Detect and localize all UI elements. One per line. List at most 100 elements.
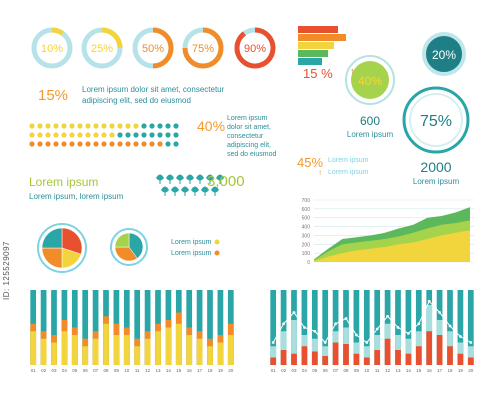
dot-0-7 xyxy=(85,123,91,129)
bars-left-bar-2-16 xyxy=(196,338,203,365)
bars-left-xtick-12: 13 xyxy=(155,368,161,373)
bars-right-xtick-18: 19 xyxy=(458,368,464,373)
bars-right-bar-2-1 xyxy=(280,350,287,365)
bars-right-bar-0-17 xyxy=(447,290,453,365)
bars-right-xtick-6: 07 xyxy=(333,368,339,373)
bars-right-bar-2-10 xyxy=(374,350,381,365)
bars-left-bar-2-7 xyxy=(103,323,109,365)
n600-number: 600 xyxy=(360,114,380,128)
bars-left-xtick-17: 18 xyxy=(207,368,213,373)
bars-left-xtick-7: 08 xyxy=(103,368,109,373)
leaf-icon-3 xyxy=(186,174,194,181)
dot-0-4 xyxy=(61,123,67,129)
bars-left-xtick-15: 16 xyxy=(187,368,193,373)
bars-right-bar-1-1 xyxy=(280,331,287,365)
bars-left-bar-2-3 xyxy=(61,331,68,365)
dot-0-11 xyxy=(117,123,123,129)
bars-left-xtick-9: 10 xyxy=(124,368,130,373)
stat-40-line-4: sed do eiusmod xyxy=(227,151,277,158)
circle-20-label: 20% xyxy=(432,48,456,62)
stair-bar-3 xyxy=(298,42,334,49)
bars-left-bar-0-6 xyxy=(92,290,99,365)
bars-right-bar-0-13 xyxy=(405,290,412,365)
bars-right-xtick-14: 15 xyxy=(416,368,422,373)
leaf-icon-8 xyxy=(171,186,179,193)
dot-1-18 xyxy=(173,132,179,138)
bars-right-xtick-11: 12 xyxy=(385,368,391,373)
bars-left-bar-2-10 xyxy=(134,346,141,365)
ring-arc-2 xyxy=(152,27,174,69)
bars-right-trend-point-8 xyxy=(355,333,358,337)
dot-2-5 xyxy=(69,141,75,147)
dot-0-15 xyxy=(149,123,155,129)
circle-40-label: 40% xyxy=(358,74,382,88)
bars-right-trend-point-13 xyxy=(407,332,410,335)
circle-75-ring xyxy=(402,86,470,154)
bars-right-bar-2-17 xyxy=(447,346,453,365)
bars-left-xtick-0: 01 xyxy=(31,368,37,373)
dot-2-16 xyxy=(157,141,163,147)
bars-right-bar-2-8 xyxy=(353,353,360,365)
dot-0-6 xyxy=(77,123,83,129)
pie-legend-2-dot xyxy=(214,250,220,256)
bars-right-xtick-16: 17 xyxy=(437,368,443,373)
bars-right-xtick-9: 10 xyxy=(364,368,370,373)
bars-right-trend-point-17 xyxy=(448,324,452,328)
circle-75-label: 75% xyxy=(420,113,452,130)
ring-label-4: 90% xyxy=(244,43,266,55)
stair-bar-4 xyxy=(298,50,328,57)
bars-left-bar-0-17 xyxy=(207,290,213,365)
stat-15-text-line2: adipiscing elit, sed do eiusmod xyxy=(82,96,191,105)
dot-2-15 xyxy=(149,141,155,147)
stair-bar-2 xyxy=(298,34,346,41)
dot-1-1 xyxy=(37,132,43,138)
dot-1-5 xyxy=(69,132,75,138)
dot-0-13 xyxy=(133,123,139,129)
bars-left-bar-2-5 xyxy=(82,346,89,365)
area-ytick-4: 400 xyxy=(302,225,311,231)
pie-legend-1-dot xyxy=(214,239,220,245)
bars-left-xtick-11: 12 xyxy=(145,368,151,373)
area-ytick-7: 700 xyxy=(302,198,311,204)
ring-arc-3 xyxy=(182,27,224,69)
bars-right-xtick-19: 20 xyxy=(468,368,474,373)
icons-count: 3,000 xyxy=(207,173,245,190)
dot-0-0 xyxy=(29,123,35,129)
bars-left-bar-2-4 xyxy=(71,335,78,365)
progress-rings: 10% 25% 50% 75% 90% xyxy=(31,27,276,69)
ring-arc-4 xyxy=(234,27,276,69)
leaf-icon-6 xyxy=(216,174,224,181)
bars-left-bar-2-12 xyxy=(155,331,161,365)
area-ytick-3: 300 xyxy=(302,233,311,239)
dot-1-0 xyxy=(29,132,35,138)
pie-small-slice-2 xyxy=(114,232,130,248)
bars-right-trend-point-12 xyxy=(396,326,400,329)
bars-right-bar-2-7 xyxy=(343,344,349,365)
stat-40-line-0: Lorem ipsum xyxy=(227,115,268,122)
bars-left-bar-0-11 xyxy=(144,290,151,365)
bars-right-trend-line xyxy=(272,300,472,344)
stat-40-line-3: adipiscing elit, xyxy=(227,142,271,149)
dot-1-13 xyxy=(133,132,139,138)
bars-right-bar-0-0 xyxy=(270,290,277,365)
dot-rows xyxy=(29,123,179,147)
pie-small-slice-0 xyxy=(128,232,144,259)
bars-right-xtick-12: 13 xyxy=(395,368,401,373)
stat-45-line-0: Lorem ipsum xyxy=(328,157,369,164)
dot-1-9 xyxy=(101,132,107,138)
stat-15-text-line1: Lorem ipsum dolor sit amet, consectetur xyxy=(82,85,225,94)
bars-right-trend-point-4 xyxy=(313,329,317,333)
bars-right-bar-0-5 xyxy=(322,290,329,365)
bars-right-xtick-17: 18 xyxy=(447,368,453,373)
bars-right-bar-2-3 xyxy=(301,346,308,365)
bars-right-bar-1-19 xyxy=(467,346,474,365)
stair-bar-1 xyxy=(298,26,338,33)
dot-2-11 xyxy=(117,141,123,147)
bars-right-trend-point-5 xyxy=(323,341,327,344)
bars-left-xtick-1: 02 xyxy=(41,368,47,373)
dot-1-11 xyxy=(117,132,123,138)
bars-left-bar-0-2 xyxy=(51,290,57,365)
bars-right-xtick-1: 02 xyxy=(281,368,287,373)
dot-1-4 xyxy=(61,132,67,138)
bars-right-bar-0-18 xyxy=(457,290,464,365)
